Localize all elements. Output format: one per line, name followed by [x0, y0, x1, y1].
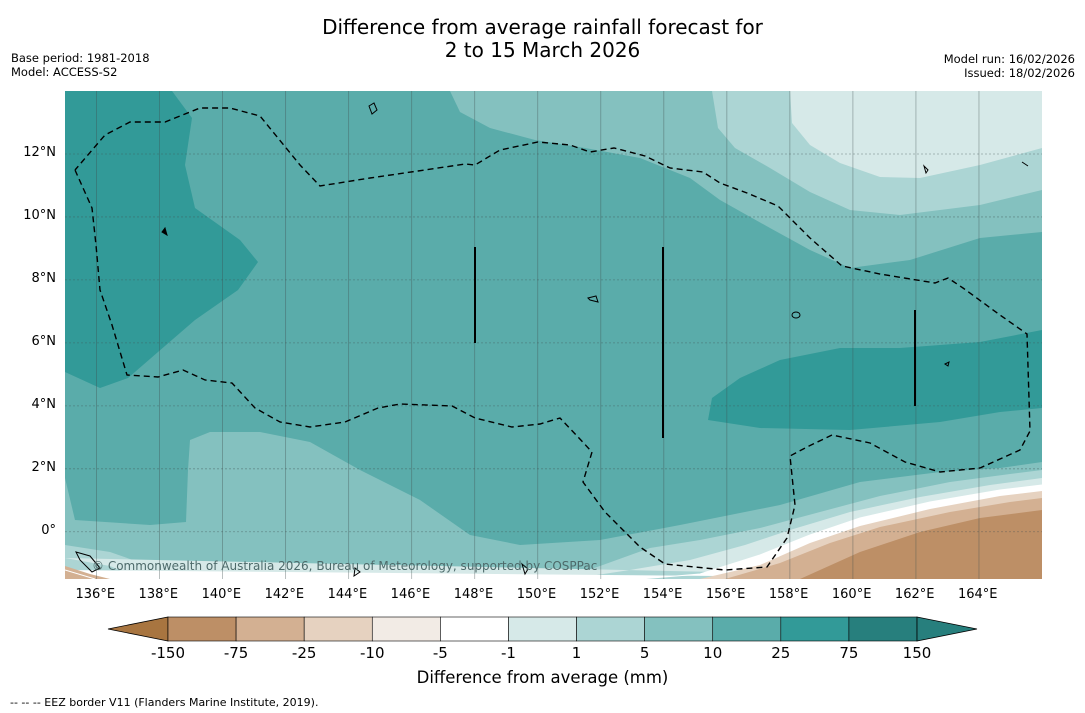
colorbar-swatch [644, 616, 714, 642]
base-period: Base period: 1981-2018 [11, 51, 150, 65]
colorbar-tick-label: 10 [703, 644, 723, 662]
islands [75, 102, 1029, 578]
longitude-label: 142°E [264, 587, 305, 602]
longitude-label: 156°E [705, 587, 746, 602]
model-name: Model: ACCESS-S2 [11, 65, 118, 79]
title-line-2: 2 to 15 March 2026 [444, 38, 641, 62]
eez-footnote: -- -- -- EEZ border V11 (Flanders Marine… [10, 696, 319, 709]
contour-minus75-minus25-west [65, 566, 110, 579]
colorbar-tick-label: 150 [902, 644, 932, 662]
colorbar-swatch [712, 616, 782, 642]
contour-75-150-east [708, 330, 1042, 430]
longitude-label: 162°E [894, 587, 935, 602]
longitude-label: 136°E [75, 587, 116, 602]
colorbar-tick-label: -10 [360, 644, 385, 662]
colorbar-swatch [167, 616, 237, 642]
colorbar-tick-label: 75 [839, 644, 859, 662]
colorbar-tick-label: -5 [432, 644, 448, 662]
colorbar-arrow-high [916, 616, 978, 642]
longitude-label: 154°E [642, 587, 683, 602]
colorbar-arrow-low [107, 616, 169, 642]
colorbar-tick-label: -1 [500, 644, 516, 662]
latitude-label: 2°N [31, 459, 57, 475]
issued-date: Issued: 18/02/2026 [964, 66, 1075, 80]
latitude-label: 10°N [23, 207, 56, 223]
longitude-label: 148°E [453, 587, 494, 602]
credit-text: © Commonwealth of Australia 2026, Bureau… [92, 559, 597, 573]
colorbar-swatch [235, 616, 305, 642]
latitude-label: 4°N [31, 396, 57, 412]
rainfall-anomaly-field: © Commonwealth of Australia 2026, Bureau… [65, 91, 1042, 579]
contour-1-5-north [790, 91, 1042, 178]
colorbar-tick-label: 25 [771, 644, 791, 662]
colorbar-swatch [848, 616, 918, 642]
latitude-label: 12°N [23, 144, 56, 160]
colorbar-swatch [303, 616, 373, 642]
contour-minus75-minus25 [800, 510, 1042, 579]
colorbar-swatch [508, 616, 577, 642]
longitude-label: 140°E [201, 587, 242, 602]
model-run: Model run: 16/02/2026 [943, 52, 1075, 66]
longitude-label: 144°E [327, 587, 368, 602]
contour-75-150-west [65, 91, 258, 388]
colorbar-swatch [576, 616, 645, 642]
longitude-label: 146°E [390, 587, 431, 602]
longitude-label: 138°E [138, 587, 179, 602]
latitude-label: 0° [41, 522, 56, 538]
longitude-label: 164°E [957, 587, 998, 602]
colorbar [107, 616, 978, 642]
longitude-label: 160°E [831, 587, 872, 602]
contour-line-1 [65, 484, 1042, 579]
eez-border [74, 107, 1031, 571]
graticule [65, 91, 1042, 579]
colorbar-tick-label: 5 [639, 644, 650, 662]
colorbar-swatch [780, 616, 850, 642]
longitude-label: 152°E [579, 587, 620, 602]
colorbar-tick-label: -75 [223, 644, 249, 662]
latitude-label: 6°N [31, 333, 57, 349]
colorbar-tick-label: 1 [571, 644, 582, 662]
meridian-markers [474, 247, 916, 438]
title-line-1: Difference from average rainfall forecas… [322, 15, 763, 39]
longitude-label: 150°E [516, 587, 557, 602]
colorbar-swatch [371, 616, 441, 642]
colorbar-title: Difference from average (mm) [416, 668, 669, 687]
colorbar-tick-label: -25 [291, 644, 317, 662]
latitude-label: 8°N [31, 270, 57, 286]
colorbar-tick-label: -150 [150, 644, 186, 662]
colorbar-swatch [440, 616, 509, 642]
longitude-label: 158°E [768, 587, 809, 602]
